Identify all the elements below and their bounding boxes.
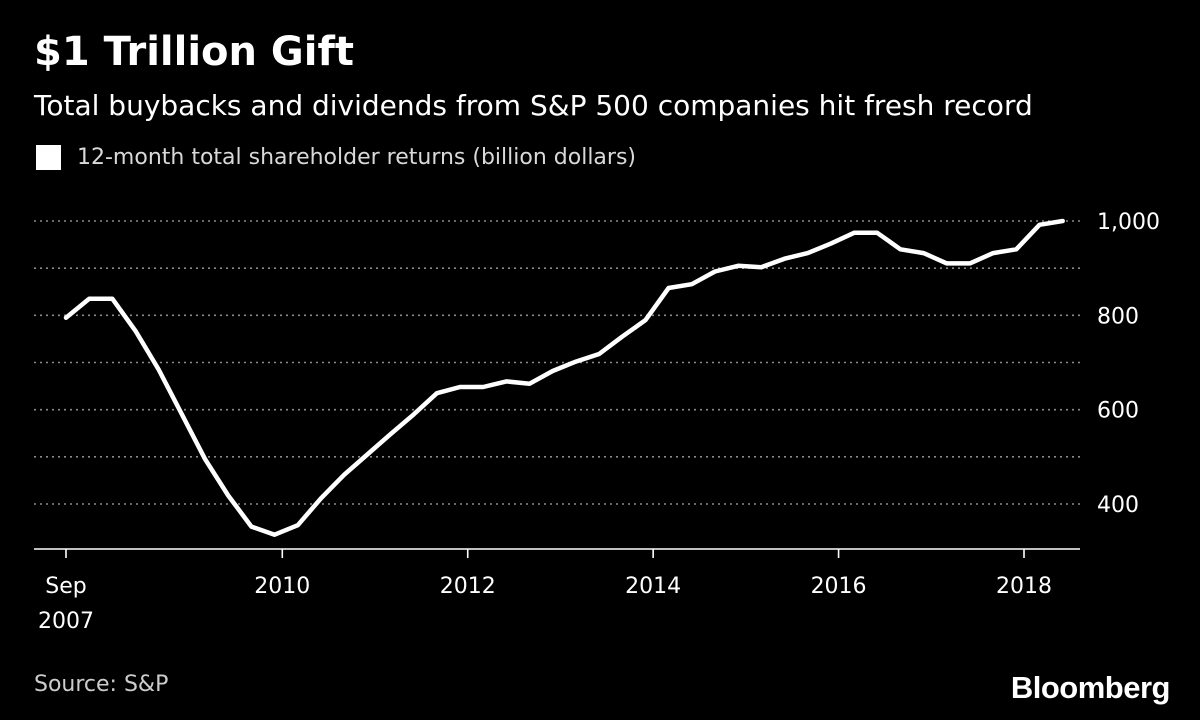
data-point (644, 318, 648, 322)
data-point (945, 261, 949, 265)
data-point (1014, 247, 1018, 251)
bloomberg-logo: Bloomberg (1010, 670, 1171, 705)
y-tick-label: 600 (1097, 399, 1139, 424)
x-tick-label: 2016 (811, 574, 867, 599)
legend-swatch (36, 145, 61, 170)
legend-label: 12-month total shareholder returns (bill… (77, 145, 637, 170)
data-point (157, 368, 161, 372)
data-point (1038, 223, 1042, 227)
series-line-0 (63, 218, 1065, 537)
y-tick-label: 1,000 (1097, 210, 1160, 235)
data-point (203, 457, 207, 461)
data-point (481, 385, 485, 389)
data-point (667, 286, 671, 290)
data-point (574, 360, 578, 364)
data-point (991, 251, 995, 255)
data-point (134, 329, 138, 333)
data-point (342, 473, 346, 477)
chart-title: $1 Trillion Gift (34, 29, 354, 75)
data-point (273, 533, 277, 537)
x-tick-label: Sep (45, 574, 86, 599)
chart-subtitle: Total buybacks and dividends from S&P 50… (34, 89, 1033, 122)
y-tick-label: 800 (1097, 304, 1139, 329)
data-point (389, 432, 393, 436)
data-point (759, 265, 763, 269)
x-tick-sublabel: 2007 (38, 609, 94, 634)
data-point (64, 316, 68, 320)
data-point (620, 335, 624, 339)
x-tick-label: 2010 (254, 574, 310, 599)
data-point (319, 496, 323, 500)
data-point (690, 282, 694, 286)
source-note: Source: S&P (34, 672, 169, 697)
x-tick-label: 2012 (440, 574, 496, 599)
y-tick-label: 400 (1097, 493, 1139, 518)
x-tick-label: 2014 (625, 574, 681, 599)
data-point (458, 385, 462, 389)
data-point (412, 412, 416, 416)
data-point (226, 494, 230, 498)
data-point (597, 352, 601, 356)
data-point (180, 412, 184, 416)
gridlines (34, 220, 1080, 505)
data-point (249, 525, 253, 529)
data-point (110, 297, 114, 301)
legend: 12-month total shareholder returns (bill… (36, 145, 636, 170)
data-point (87, 297, 91, 301)
data-point (1061, 219, 1065, 223)
data-point (875, 231, 879, 235)
data-point (968, 261, 972, 265)
data-point (852, 231, 856, 235)
data-point (736, 264, 740, 268)
data-point (365, 453, 369, 457)
data-point (783, 257, 787, 261)
y-axis-labels: 400 600 800 1,000 (1097, 210, 1160, 518)
data-point (898, 247, 902, 251)
data-point (829, 242, 833, 246)
data-point (806, 251, 810, 255)
data-point (713, 270, 717, 274)
data-point (551, 369, 555, 373)
data-point (528, 382, 532, 386)
series-layer (63, 218, 1065, 537)
data-point (504, 379, 508, 383)
x-tick-label: 2018 (996, 574, 1052, 599)
data-point (435, 391, 439, 395)
data-point (922, 251, 926, 255)
data-point (296, 523, 300, 527)
x-axis: Sep 2007 2010 2012 2014 2016 2018 (34, 548, 1080, 634)
